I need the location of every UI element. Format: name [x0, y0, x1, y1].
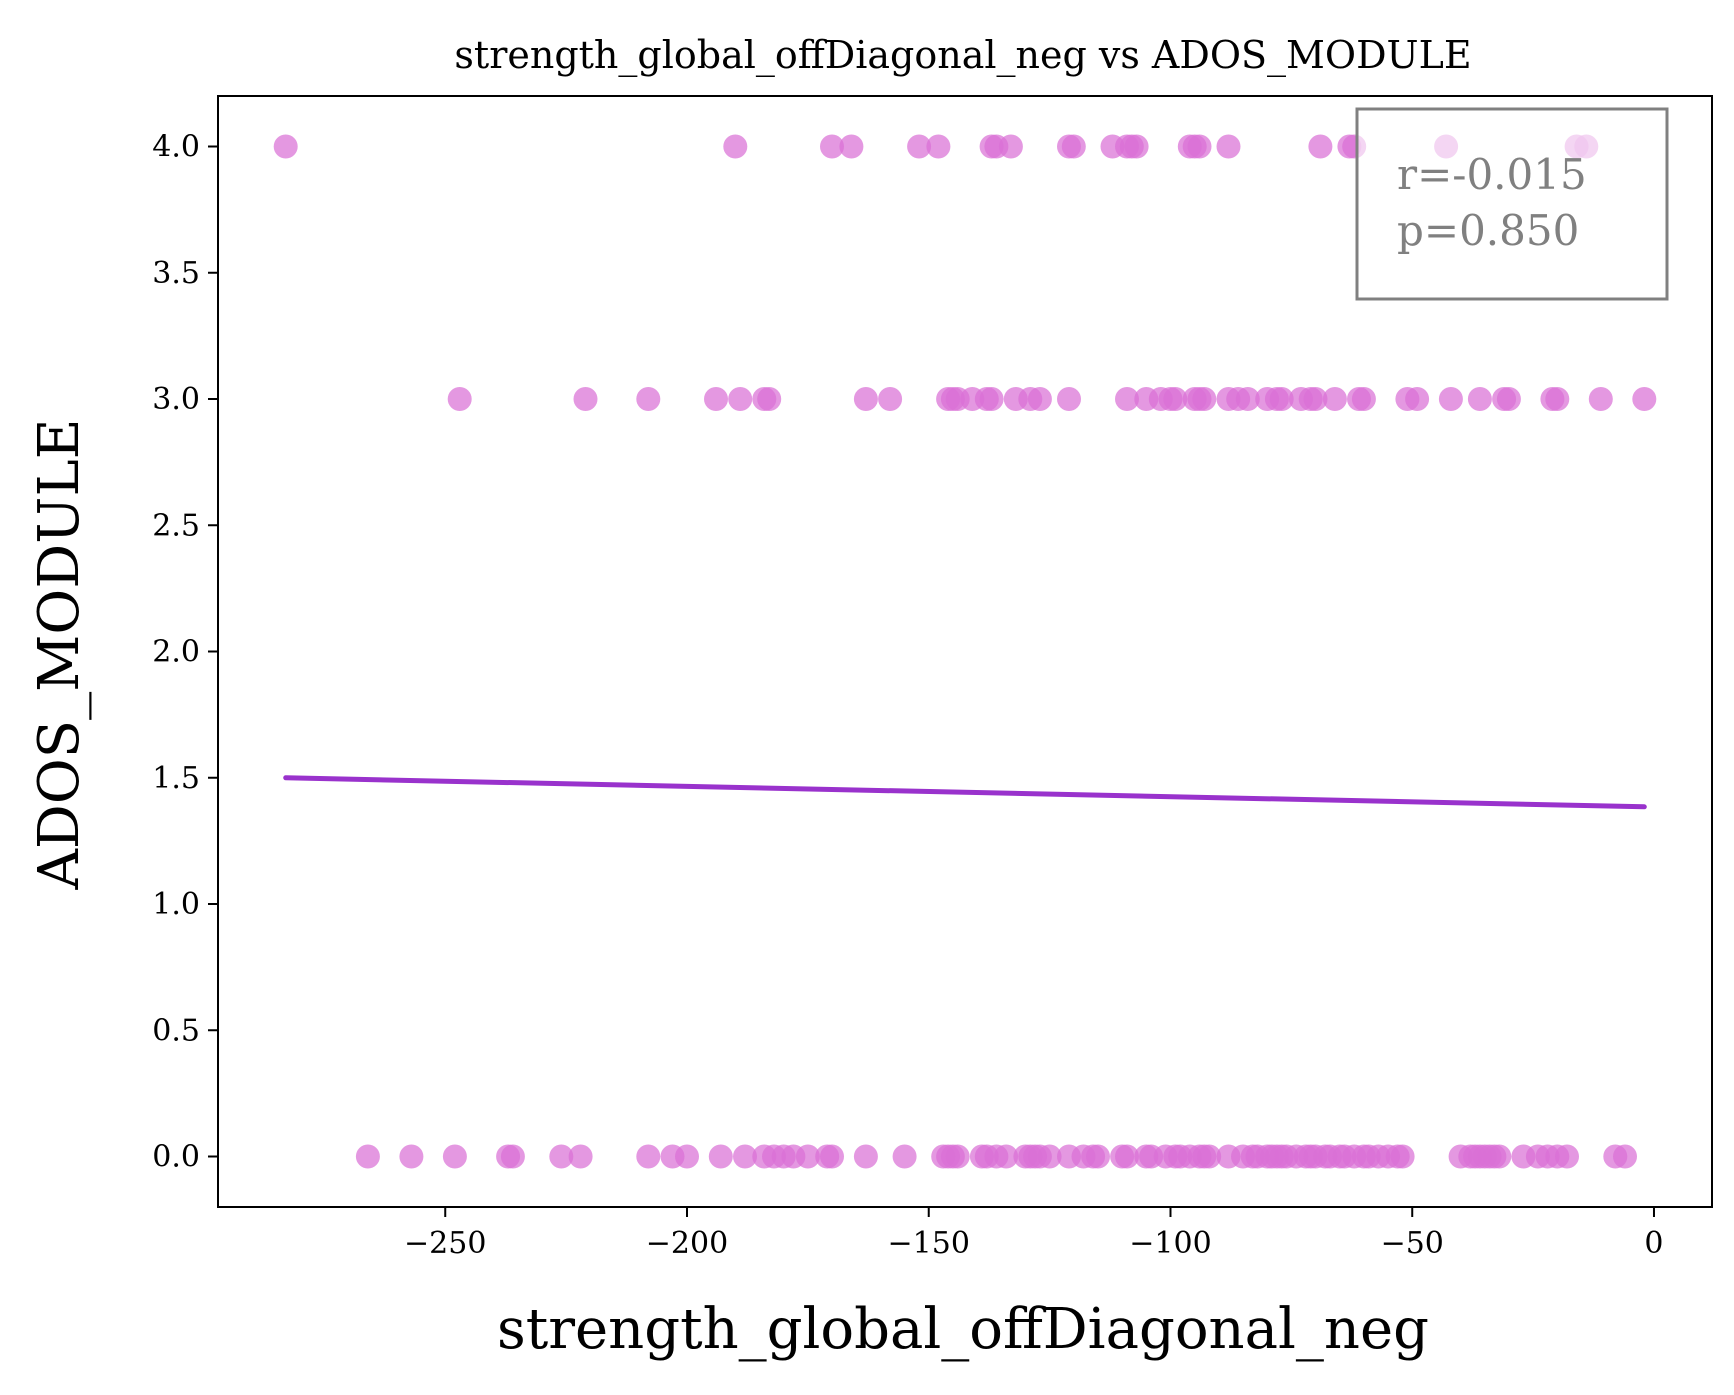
- x-tick-label: −100: [1129, 1226, 1211, 1261]
- x-tick-label: −250: [404, 1226, 486, 1261]
- y-tick-label: 0.5: [152, 1013, 200, 1048]
- data-point: [573, 387, 598, 411]
- y-tick-label: 1.0: [152, 887, 200, 922]
- x-axis-title: strength_global_offDiagonal_neg: [497, 1297, 1429, 1362]
- data-point: [853, 1144, 878, 1169]
- data-point: [853, 387, 878, 411]
- data-point: [1216, 134, 1241, 159]
- regression-line-layer: [283, 775, 1647, 810]
- data-point: [1438, 387, 1463, 411]
- regression-line: [283, 775, 1647, 810]
- x-tick-label: −200: [646, 1226, 728, 1261]
- data-point: [1496, 387, 1521, 411]
- data-point: [757, 387, 782, 411]
- data-point: [636, 1144, 661, 1169]
- data-point: [892, 1144, 917, 1169]
- data-point: [1613, 1144, 1637, 1169]
- data-point: [1061, 134, 1086, 159]
- y-axis-title: ADOS_MODULE: [27, 418, 92, 890]
- data-point: [926, 134, 951, 159]
- data-point: [907, 134, 932, 159]
- y-tick-label: 2.5: [152, 508, 200, 543]
- y-tick-label: 0.0: [152, 1140, 200, 1175]
- x-tick-label: −50: [1381, 1226, 1444, 1261]
- data-point: [1192, 387, 1217, 411]
- data-point: [447, 387, 472, 411]
- data-point: [549, 1144, 574, 1169]
- data-point: [1115, 1144, 1139, 1169]
- y-tick-label: 3.5: [152, 256, 200, 291]
- data-point: [1555, 1144, 1579, 1169]
- data-point: [1467, 387, 1492, 411]
- data-point: [1235, 387, 1260, 411]
- stats-p-value: p=0.850: [1397, 206, 1579, 255]
- data-point: [1351, 387, 1376, 411]
- data-point: [945, 1144, 970, 1169]
- data-point: [998, 134, 1023, 159]
- stats-annotation-box: r=-0.015 p=0.850: [1355, 107, 1669, 301]
- data-point: [878, 387, 903, 411]
- data-point: [1487, 1144, 1512, 1169]
- data-point: [994, 1144, 1019, 1169]
- chart-title: strength_global_offDiagonal_neg vs ADOS_…: [454, 33, 1471, 78]
- data-point: [723, 134, 748, 159]
- y-tick-label: 2.0: [152, 635, 200, 670]
- data-point: [675, 1144, 699, 1169]
- data-point: [1545, 387, 1570, 411]
- data-point: [728, 387, 753, 411]
- data-point: [273, 134, 298, 159]
- stats-r-value: r=-0.015: [1397, 150, 1587, 199]
- data-point: [1187, 134, 1212, 159]
- data-point: [355, 1144, 380, 1169]
- data-point: [636, 387, 661, 411]
- data-point: [820, 134, 844, 159]
- data-point: [839, 134, 864, 159]
- data-point: [1269, 387, 1294, 411]
- data-point: [568, 1144, 593, 1169]
- x-tick-label: 0: [1644, 1226, 1663, 1261]
- x-axis-ticks: −250 −200 −150 −100 −50 0: [404, 1207, 1664, 1261]
- y-tick-label: 1.5: [152, 761, 200, 796]
- data-point: [1124, 134, 1149, 159]
- data-point: [1588, 387, 1613, 411]
- data-point: [1405, 387, 1430, 411]
- y-tick-label: 4.0: [152, 130, 200, 165]
- data-point: [442, 1144, 467, 1169]
- data-point: [1057, 387, 1081, 411]
- y-tick-label: 3.0: [152, 382, 200, 417]
- x-tick-label: −150: [888, 1226, 970, 1261]
- stats-box-frame: [1355, 107, 1669, 301]
- data-point: [820, 1144, 844, 1169]
- data-point: [1163, 387, 1188, 411]
- data-point: [1086, 1144, 1110, 1169]
- data-point: [704, 387, 728, 411]
- data-point: [1632, 387, 1657, 411]
- data-point: [500, 1144, 525, 1169]
- data-point: [1027, 387, 1052, 411]
- data-point: [1322, 387, 1347, 411]
- data-point: [733, 1144, 757, 1169]
- data-point: [1115, 387, 1139, 411]
- points-layer: [273, 134, 1657, 1169]
- data-point: [1037, 1144, 1062, 1169]
- data-point: [1390, 1144, 1415, 1169]
- data-point: [795, 1144, 820, 1169]
- data-point: [1197, 1144, 1222, 1169]
- data-point: [1308, 134, 1333, 159]
- data-point: [979, 387, 1004, 411]
- y-axis-ticks: 0.0 0.5 1.0 1.5 2.0 2.5 3.0 3.5 4.0: [152, 130, 218, 1175]
- data-point: [399, 1144, 424, 1169]
- data-point: [708, 1144, 733, 1169]
- data-point: [1303, 387, 1328, 411]
